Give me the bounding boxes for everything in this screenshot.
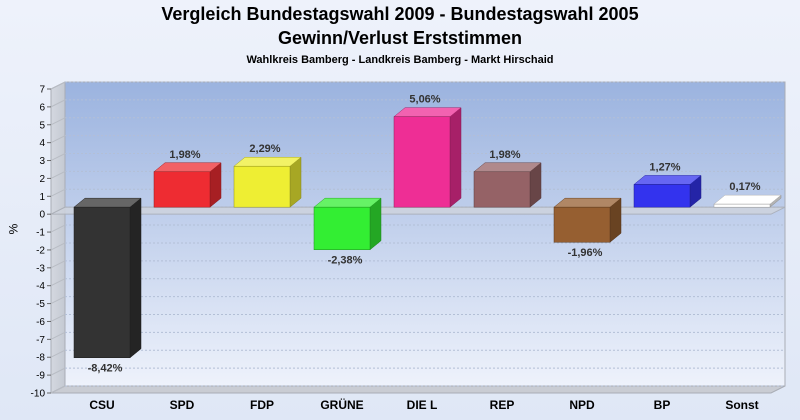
gridline-side	[50, 260, 66, 269]
bar-fdp	[233, 156, 302, 208]
chart-subtitle-region: Wahlkreis Bamberg - Landkreis Bamberg - …	[246, 54, 554, 66]
bar-bp	[633, 174, 702, 208]
category-label: REP	[490, 398, 515, 412]
category-label: NPD	[569, 398, 595, 412]
gridline-side	[50, 296, 66, 305]
y-tick-label: -7	[36, 335, 45, 346]
data-label: 5,06%	[409, 94, 440, 106]
y-tick-label: -4	[36, 281, 45, 292]
y-tick-label: 1	[39, 192, 45, 203]
x-axis-categories: CSU SPD FDP GRÜNE DIE L REP NPD BP Sonst	[89, 397, 758, 412]
data-label: 2,29%	[249, 143, 280, 155]
bar-die-l	[393, 107, 462, 208]
y-tick-label: -1	[36, 228, 45, 239]
data-label: -8,42%	[88, 363, 123, 375]
gridline-side	[50, 81, 66, 90]
data-label: 1,98%	[169, 149, 200, 161]
y-tick-label: 6	[39, 102, 45, 113]
gridline-side	[50, 170, 66, 179]
chart-subtitle: Gewinn/Verlust Erststimmen	[277, 28, 523, 48]
bar-rep	[473, 162, 542, 208]
bar-top	[393, 107, 462, 117]
data-label: -1,96%	[568, 247, 603, 259]
y-axis-ticks: 7 6 5 4 3 2 1 0 -1 -2 -3 -4 -5 -6 -7 -8 -9 -10	[31, 85, 51, 400]
gridline-side	[50, 117, 66, 126]
category-label: DIE L	[407, 398, 438, 412]
bar-front	[713, 203, 771, 208]
data-label: -2,38%	[328, 255, 363, 267]
gridline-side	[50, 135, 66, 144]
bar-front	[633, 184, 691, 208]
bar-spd	[153, 162, 222, 208]
bar-npd	[553, 197, 622, 243]
chart-title: Vergleich Bundestagswahl 2009 - Bundesta…	[161, 4, 639, 24]
y-tick-label: -6	[36, 317, 45, 328]
bar-front	[233, 165, 291, 208]
gridline-side	[50, 153, 66, 161]
gridline-side	[50, 242, 66, 251]
y-tick-label: -8	[36, 353, 45, 364]
bar-front	[313, 206, 371, 250]
bars	[73, 107, 782, 359]
data-label: 1,98%	[489, 149, 520, 161]
bar-front	[73, 206, 131, 358]
bar-side	[449, 107, 462, 208]
y-tick-label: 0	[39, 210, 45, 221]
gridline-side	[50, 99, 66, 108]
data-label: 1,27%	[649, 161, 680, 173]
bar-top	[153, 162, 222, 173]
y-tick-label: -9	[36, 371, 45, 382]
bar-top	[73, 197, 142, 208]
y-tick-label: 4	[39, 138, 45, 149]
y-tick-label: 7	[39, 85, 45, 96]
category-label: FDP	[250, 398, 274, 412]
bar-top	[713, 194, 782, 205]
gridline-side	[50, 314, 66, 322]
category-label: BP	[654, 398, 671, 412]
gridline-side	[50, 188, 66, 197]
category-label: SPD	[170, 398, 195, 412]
bar-sonst	[713, 194, 782, 208]
left-wall	[50, 81, 66, 394]
y-tick-label: 5	[39, 120, 45, 131]
data-labels: -8,42% 1,98% 2,29% -2,38% 5,06% 1,98% -1,96% 1,…	[88, 94, 761, 375]
gridline-side	[50, 367, 66, 376]
gridline-side	[50, 385, 66, 394]
bar-top	[633, 175, 702, 185]
bar-csu	[73, 197, 142, 359]
bar-top	[233, 156, 302, 167]
gridline-side	[50, 278, 66, 287]
y-tick-label: -3	[36, 263, 45, 274]
bar-front	[153, 171, 211, 208]
bar-side	[129, 197, 142, 359]
zero-plane	[50, 206, 786, 215]
bar-top	[473, 162, 542, 173]
gridline-side	[50, 331, 66, 340]
gridline-side	[50, 224, 66, 233]
y-tick-label: -10	[31, 389, 46, 400]
bar-grüne	[313, 197, 382, 251]
y-tick-label: -2	[36, 245, 45, 256]
category-label: CSU	[89, 398, 114, 412]
bar-top	[313, 197, 382, 208]
y-tick-label: 2	[39, 174, 45, 185]
gridline-side	[50, 349, 66, 358]
bar-front	[393, 116, 451, 208]
category-label: Sonst	[725, 398, 758, 412]
data-label: 0,17%	[729, 181, 760, 193]
bar-front	[553, 206, 611, 243]
bar-front	[473, 171, 531, 208]
y-tick-label: -5	[36, 299, 45, 310]
bar-top	[553, 197, 622, 208]
y-tick-label: 3	[39, 156, 45, 167]
floor	[50, 385, 786, 394]
category-label: GRÜNE	[320, 397, 363, 412]
